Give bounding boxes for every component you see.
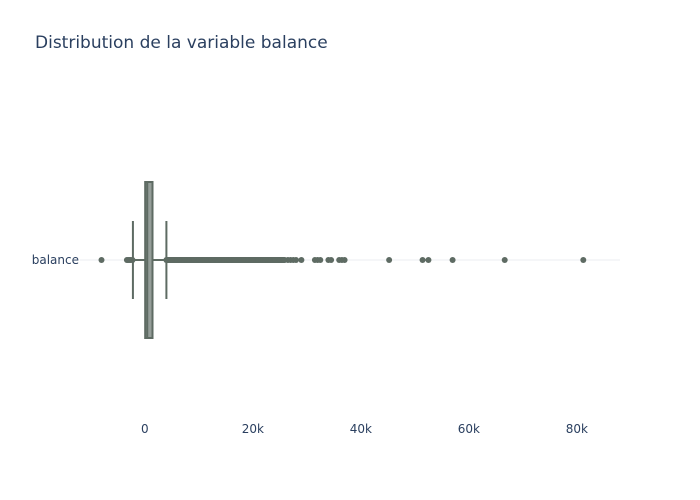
high-outlier-point bbox=[298, 257, 305, 263]
x-tick-label: 60k bbox=[458, 422, 480, 436]
x-tick-label: 0 bbox=[141, 422, 149, 436]
category-label: balance bbox=[32, 253, 79, 267]
outlier-points bbox=[98, 257, 587, 263]
high-outlier-point bbox=[341, 257, 348, 263]
x-tick-label: 40k bbox=[350, 422, 372, 436]
high-outlier-point bbox=[580, 257, 587, 263]
high-outlier-point bbox=[386, 257, 393, 263]
high-outlier-point bbox=[328, 257, 335, 263]
interquartile-box bbox=[144, 181, 154, 339]
high-outlier-point bbox=[449, 257, 456, 263]
x-tick-label: 80k bbox=[566, 422, 588, 436]
x-tick-label: 20k bbox=[242, 422, 264, 436]
high-outlier-point bbox=[293, 257, 299, 263]
high-outlier-point bbox=[317, 257, 324, 263]
high-outlier-point bbox=[425, 257, 432, 263]
high-outlier-point bbox=[419, 257, 426, 263]
x-axis-ticks: 0 20k 40k 60k 80k bbox=[141, 422, 588, 436]
low-outlier-point bbox=[98, 257, 105, 263]
high-outlier-point bbox=[501, 257, 508, 263]
chart-title: Distribution de la variable balance bbox=[35, 33, 328, 53]
